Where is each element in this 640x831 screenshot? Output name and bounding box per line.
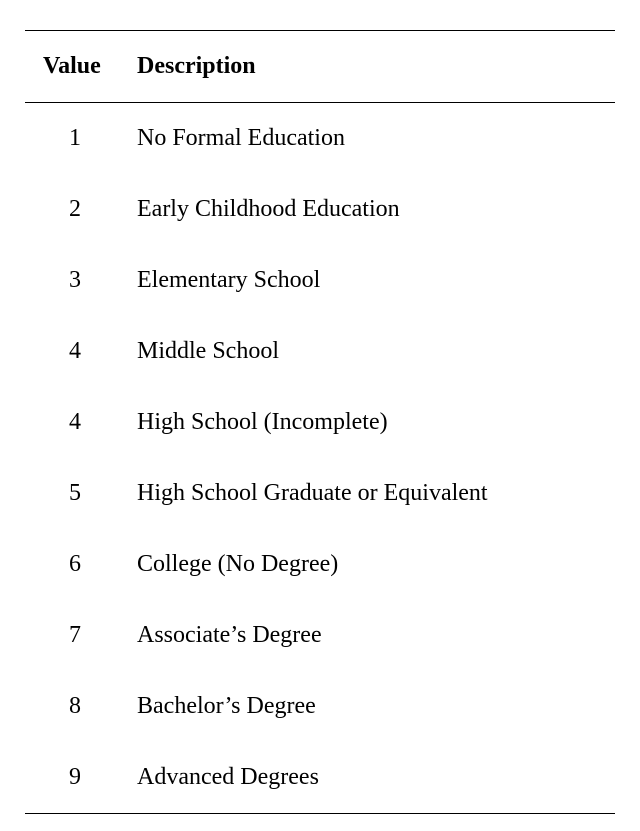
column-header-value: Value: [25, 31, 125, 103]
description-cell: Advanced Degrees: [125, 742, 615, 814]
description-cell: No Formal Education: [125, 103, 615, 175]
table-row: 7 Associate’s Degree: [25, 600, 615, 671]
value-cell: 8: [25, 671, 125, 742]
table-row: 8 Bachelor’s Degree: [25, 671, 615, 742]
value-cell: 6: [25, 529, 125, 600]
description-cell: Associate’s Degree: [125, 600, 615, 671]
description-cell: College (No Degree): [125, 529, 615, 600]
table-row: 9 Advanced Degrees: [25, 742, 615, 814]
table-body: 1 No Formal Education 2 Early Childhood …: [25, 103, 615, 814]
description-cell: Middle School: [125, 316, 615, 387]
table-row: 4 Middle School: [25, 316, 615, 387]
description-cell: Early Childhood Education: [125, 174, 615, 245]
value-cell: 1: [25, 103, 125, 175]
value-cell: 3: [25, 245, 125, 316]
education-values-table: Value Description 1 No Formal Education …: [25, 30, 615, 814]
description-cell: High School Graduate or Equivalent: [125, 458, 615, 529]
value-cell: 4: [25, 387, 125, 458]
column-header-description: Description: [125, 31, 615, 103]
value-cell: 7: [25, 600, 125, 671]
table-row: 5 High School Graduate or Equivalent: [25, 458, 615, 529]
description-cell: Bachelor’s Degree: [125, 671, 615, 742]
value-cell: 5: [25, 458, 125, 529]
value-cell: 9: [25, 742, 125, 814]
value-cell: 4: [25, 316, 125, 387]
value-cell: 2: [25, 174, 125, 245]
description-cell: High School (Incomplete): [125, 387, 615, 458]
table-row: 3 Elementary School: [25, 245, 615, 316]
table-row: 4 High School (Incomplete): [25, 387, 615, 458]
table-row: 1 No Formal Education: [25, 103, 615, 175]
table-row: 2 Early Childhood Education: [25, 174, 615, 245]
table-row: 6 College (No Degree): [25, 529, 615, 600]
description-cell: Elementary School: [125, 245, 615, 316]
table-header-row: Value Description: [25, 31, 615, 103]
